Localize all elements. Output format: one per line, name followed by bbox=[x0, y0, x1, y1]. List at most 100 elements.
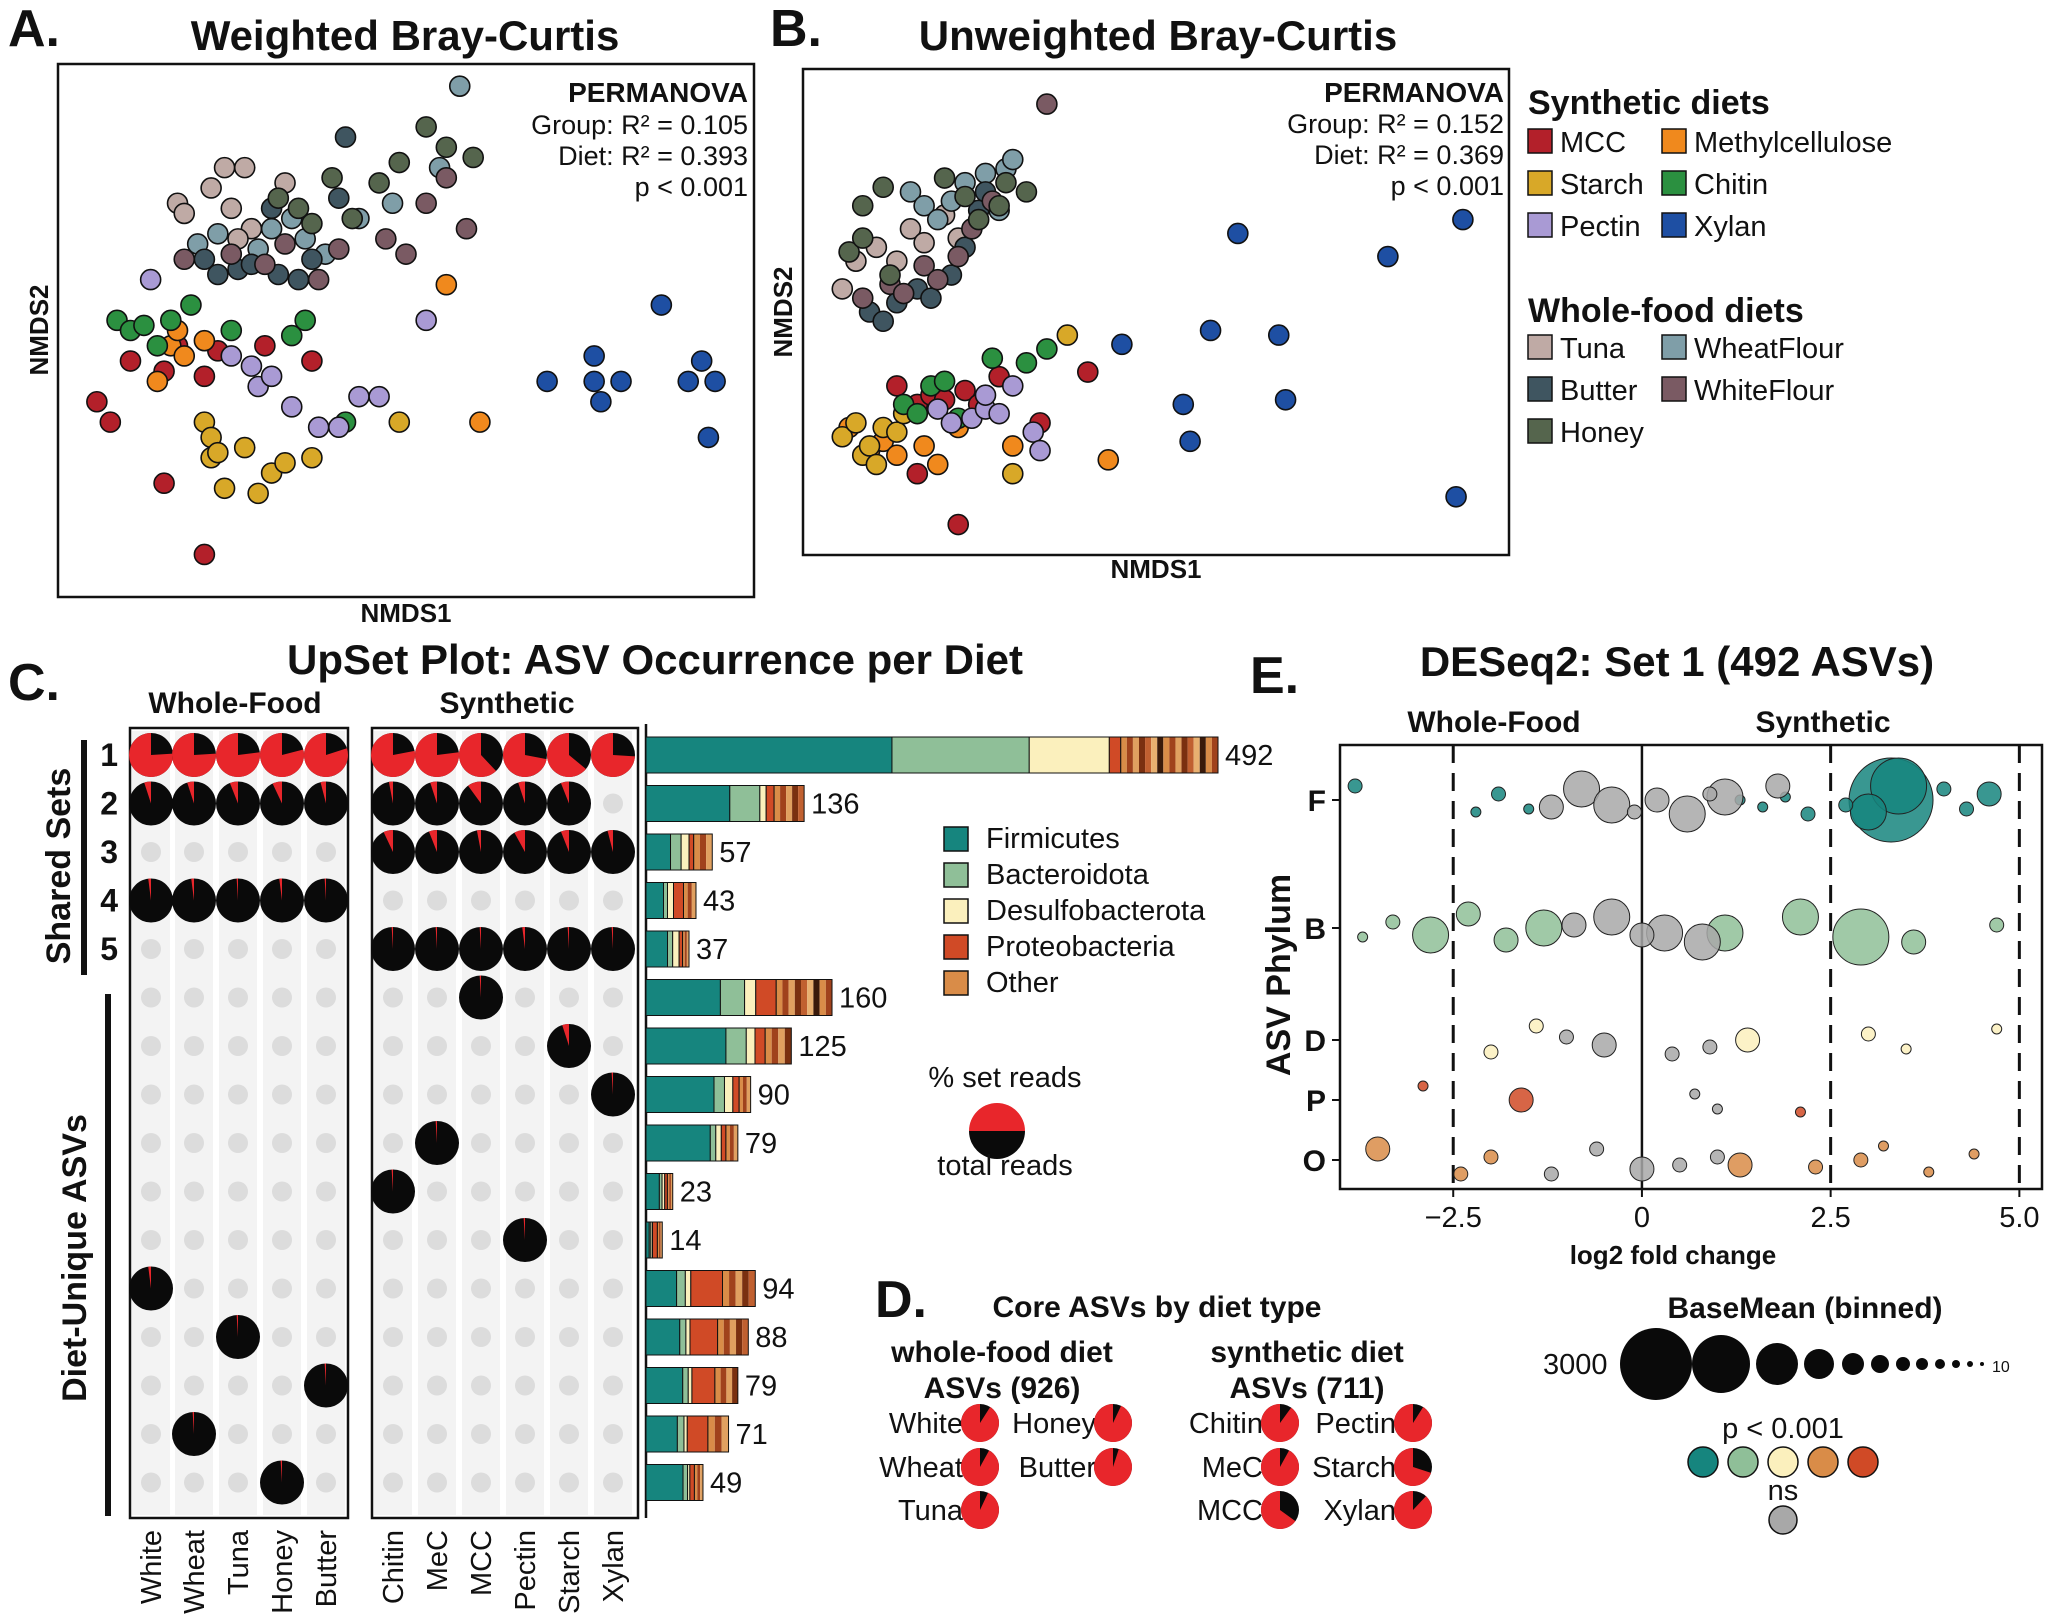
deseq-point-f-11 bbox=[1347, 778, 1363, 794]
deseq-point-b-35 bbox=[1593, 898, 1631, 936]
point-xylan-5 bbox=[677, 370, 700, 393]
set-5-mcc-pie-share bbox=[479, 975, 481, 998]
deseq-synthetic-label: Synthetic bbox=[1755, 706, 1890, 739]
point-pectin-8 bbox=[974, 384, 997, 406]
basemean-circle-9 bbox=[1952, 1360, 1960, 1368]
point-mcc-5 bbox=[193, 365, 216, 388]
legend-swatch-honey bbox=[1527, 418, 1553, 444]
set-15-empty-dot bbox=[603, 1472, 623, 1493]
panel-d-synth-title-1: synthetic diet bbox=[1210, 1336, 1403, 1369]
point-xylan-1 bbox=[536, 370, 558, 393]
set-9-empty-dot bbox=[603, 1181, 623, 1202]
set-13-butter-pie bbox=[304, 1363, 348, 1408]
set-0-honey-pie bbox=[260, 733, 305, 778]
deseq-point-d-49 bbox=[1702, 1039, 1718, 1055]
core-pie-pectin bbox=[1394, 1404, 1432, 1443]
set-0-starch-pie bbox=[546, 732, 591, 778]
bar-set-4 bbox=[645, 930, 690, 968]
legend-swatch-methylcellulose bbox=[1661, 128, 1687, 154]
diet-tick-wheat: Wheat bbox=[179, 1530, 211, 1614]
set-14-empty-dot bbox=[559, 1424, 579, 1444]
set-9-empty-dot bbox=[316, 1181, 336, 1202]
set-4-starch-pie bbox=[547, 927, 591, 971]
set-7-empty-dot bbox=[471, 1084, 491, 1105]
set-2-empty-dot bbox=[184, 842, 204, 862]
set-8-empty-dot bbox=[316, 1133, 336, 1153]
point-starch-4 bbox=[213, 477, 236, 500]
diet-legend: Synthetic diets MCC Methylcellulose Starch… bbox=[1527, 84, 1892, 449]
deseq-point-d-48 bbox=[1558, 1029, 1574, 1045]
set-1-chitin-pie bbox=[371, 781, 415, 826]
set-4-pectin-pie-share bbox=[522, 927, 525, 949]
set-2-pectin-pie bbox=[503, 830, 547, 874]
phylum-label-firmicutes: Firmicutes bbox=[986, 823, 1120, 855]
point-butter-1 bbox=[872, 310, 895, 333]
set-label-2: 2 bbox=[100, 786, 118, 822]
point-pectin-1 bbox=[940, 412, 963, 434]
basemean-circle-4 bbox=[1842, 1353, 1864, 1375]
diet-tick-chitin: Chitin bbox=[378, 1530, 410, 1604]
point-butter-1 bbox=[207, 263, 229, 286]
set-5-empty-dot bbox=[272, 987, 292, 1008]
set-7-empty-dot bbox=[383, 1084, 403, 1105]
set-2-empty-dot bbox=[228, 842, 248, 862]
set-7-empty-dot bbox=[272, 1084, 292, 1105]
set-6-empty-dot bbox=[141, 1036, 161, 1056]
point-mcc-9 bbox=[947, 513, 970, 536]
legend-label-chitin: Chitin bbox=[1694, 169, 1768, 201]
set-8-mec-pie-share bbox=[435, 1121, 437, 1143]
point-mcc-7 bbox=[254, 334, 276, 357]
point-honey-7 bbox=[967, 208, 990, 231]
deseq-phylum-f: F bbox=[1308, 785, 1326, 818]
deseq-point-f-3 bbox=[1976, 781, 2002, 807]
deseq-point-b-31 bbox=[1455, 901, 1481, 927]
set-9-empty-dot bbox=[141, 1181, 161, 1202]
deseq-point-o-55 bbox=[1365, 1136, 1391, 1162]
basemean-max-label: 3000 bbox=[1543, 1349, 1608, 1381]
deseq-phylum-d: D bbox=[1304, 1025, 1326, 1058]
set-8-empty-dot bbox=[471, 1133, 491, 1153]
core-pie-xylan-share bbox=[1394, 1491, 1432, 1530]
set-11-empty-dot bbox=[383, 1278, 403, 1299]
core-label-chitin: Chitin bbox=[1189, 1408, 1263, 1440]
set-15-empty-dot bbox=[515, 1472, 535, 1493]
point-xylan-8 bbox=[650, 294, 673, 316]
set-3-wheat-pie bbox=[172, 878, 216, 923]
core-pie-wheat bbox=[961, 1448, 999, 1486]
set-9-chitin-pie bbox=[371, 1169, 415, 1214]
deseq-point-o-58 bbox=[1483, 1149, 1499, 1165]
bar-value-2: 57 bbox=[719, 837, 751, 869]
set-1-pectin-pie-share bbox=[518, 781, 525, 804]
point-whiteflour-0 bbox=[851, 287, 874, 309]
deseq-point-f-19 bbox=[1538, 794, 1564, 820]
set-11-white-pie-share bbox=[148, 1266, 151, 1289]
point-honey-7 bbox=[415, 116, 437, 138]
point-methylcellulose-5 bbox=[469, 411, 491, 433]
point-chitin-6 bbox=[220, 319, 243, 342]
ns-circle bbox=[1768, 1505, 1798, 1535]
set-11-empty-dot bbox=[603, 1278, 623, 1299]
deseq-point-b-33 bbox=[1385, 914, 1401, 930]
legend-whole-title: Whole-food diets bbox=[1528, 292, 1804, 330]
set-3-white-pie-share bbox=[148, 878, 151, 901]
deseq-point-b-25 bbox=[1781, 898, 1819, 936]
set-13-empty-dot bbox=[515, 1375, 535, 1396]
deseq-point-b-29 bbox=[1412, 916, 1450, 954]
phylum-swatch-proteobacteria bbox=[943, 934, 969, 960]
set-10-empty-dot bbox=[184, 1230, 204, 1250]
shared-sets-label: Shared Sets bbox=[40, 768, 78, 965]
core-label-mcc: MCC bbox=[1197, 1495, 1263, 1527]
point-tuna-5 bbox=[220, 197, 243, 220]
point-starch-3 bbox=[207, 441, 229, 464]
point-honey-1 bbox=[851, 227, 874, 249]
set-13-empty-dot bbox=[228, 1375, 248, 1396]
deseq-point-b-28 bbox=[1989, 917, 2005, 933]
set-8-empty-dot bbox=[272, 1133, 292, 1153]
basemean-circle-0 bbox=[1620, 1328, 1692, 1400]
point-xylan-9 bbox=[1445, 485, 1467, 508]
set-14-empty-dot bbox=[515, 1424, 535, 1444]
set-1-wheat-pie bbox=[172, 781, 216, 826]
set-10-empty-dot bbox=[427, 1230, 447, 1250]
deseq-point-o-56 bbox=[1727, 1152, 1753, 1178]
set-5-empty-dot bbox=[141, 987, 161, 1008]
